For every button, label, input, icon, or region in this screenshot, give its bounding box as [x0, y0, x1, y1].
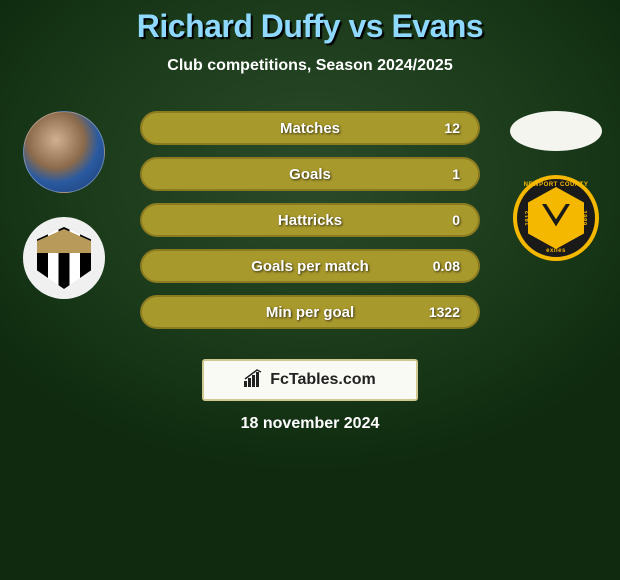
stat-label: Hattricks — [278, 212, 342, 229]
player-avatar-right — [510, 111, 602, 151]
stat-value-right: 1 — [452, 166, 460, 182]
badge-text-bottom: exiles — [546, 248, 566, 254]
stat-label: Goals per match — [251, 258, 369, 275]
badge-text-left: 1912 — [526, 210, 532, 225]
stat-value-right: 12 — [444, 120, 460, 136]
chart-icon — [244, 369, 266, 392]
stat-bar: Goals per match 0.08 — [140, 249, 480, 283]
stat-bars: Matches 12 Goals 1 Hattricks 0 Goals per… — [140, 111, 480, 329]
stat-value-right: 1322 — [429, 304, 460, 320]
stat-label: Matches — [280, 120, 340, 137]
date-text: 18 november 2024 — [0, 415, 620, 433]
stat-value-right: 0.08 — [433, 258, 460, 274]
stat-bar: Goals 1 — [140, 157, 480, 191]
brand-box: FcTables.com — [202, 359, 418, 401]
stat-bar: Min per goal 1322 — [140, 295, 480, 329]
subtitle: Club competitions, Season 2024/2025 — [0, 57, 620, 75]
stat-value-right: 0 — [452, 212, 460, 228]
page-title: Richard Duffy vs Evans — [0, 8, 620, 45]
badge-text-top: NEWPORT COUNTY — [524, 182, 589, 188]
stats-area: NEWPORT COUNTY 1912 1989 exiles Matches … — [0, 111, 620, 341]
badge-text-right: 1989 — [580, 210, 586, 225]
stat-label: Min per goal — [266, 304, 354, 321]
club-badge-left — [23, 217, 105, 299]
stat-label: Goals — [289, 166, 331, 183]
stat-bar: Matches 12 — [140, 111, 480, 145]
stat-bar: Hattricks 0 — [140, 203, 480, 237]
left-column — [4, 111, 124, 299]
brand-text: FcTables.com — [270, 371, 376, 389]
club-badge-right: NEWPORT COUNTY 1912 1989 exiles — [513, 175, 599, 261]
player-avatar-left — [23, 111, 105, 193]
right-column: NEWPORT COUNTY 1912 1989 exiles — [496, 111, 616, 261]
